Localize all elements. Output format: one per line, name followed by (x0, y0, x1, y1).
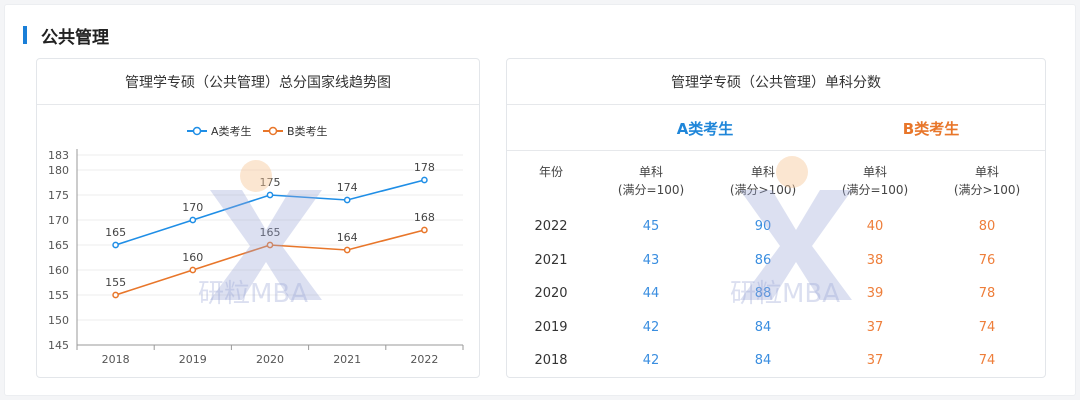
table-header-4: 单科 (满分>100) (937, 163, 1037, 199)
table-cell-score: 74 (978, 353, 996, 368)
data-label: 168 (414, 211, 435, 224)
table-cell-year: 2021 (534, 252, 568, 268)
table-cell-score: 38 (866, 252, 884, 268)
x-tick-label: 2018 (102, 353, 130, 366)
y-tick-label: 160 (48, 264, 69, 277)
data-label: 170 (182, 201, 203, 214)
data-point (112, 291, 119, 299)
header-sublabel: (满分=100) (841, 183, 909, 197)
data-point (189, 216, 197, 224)
table-cell-score: 88 (754, 286, 772, 301)
data-point (189, 266, 197, 274)
y-tick-label: 145 (48, 339, 69, 352)
trend-chart-card: 管理学专硕（公共管理）总分国家线趋势图 145 150 155 160 165 170 17… (36, 58, 480, 378)
table-cell-score: 40 (866, 219, 884, 234)
group-header-row: A类考生 B类考生 (507, 105, 1045, 151)
table-cell-year: 2020 (534, 286, 568, 301)
table-cell-score: 84 (754, 353, 772, 368)
data-point (112, 241, 119, 249)
section-accent-bar (23, 26, 27, 44)
data-point (343, 196, 351, 204)
table-cell-score: 86 (754, 252, 772, 268)
table-cell-score: 37 (866, 353, 884, 368)
data-label: 155 (105, 276, 126, 289)
data-label: 165 (260, 226, 281, 239)
legend-label: B类考生 (287, 124, 328, 138)
header-sublabel: (满分>100) (729, 183, 797, 197)
table-cell-score: 45 (642, 219, 660, 234)
table-header-2: 单科 (满分>100) (713, 163, 813, 199)
table-cell-score: 80 (978, 219, 996, 234)
table-cell-year: 2019 (534, 319, 568, 335)
table-header-3: 单科 (满分=100) (825, 163, 925, 199)
y-tick-label: 150 (48, 314, 69, 327)
table-cell-score: 37 (866, 319, 884, 335)
table-cell-score: 42 (642, 353, 660, 368)
table-cell-score: 39 (866, 286, 884, 301)
header-sublabel: (满分>100) (953, 183, 1021, 197)
y-tick-label: 165 (48, 239, 69, 252)
group-a-label: A类考生 (676, 119, 734, 138)
header-sublabel: (满分=100) (617, 183, 685, 197)
legend-marker (268, 126, 278, 136)
table-cell-score: 74 (978, 319, 996, 335)
data-point (266, 241, 274, 249)
y-tick-label: 175 (48, 189, 69, 202)
table-cell-score: 90 (754, 219, 772, 234)
table-cell-score: 42 (642, 319, 660, 335)
data-label: 175 (260, 176, 281, 189)
y-tick-label: 170 (48, 214, 69, 227)
data-label: 174 (337, 181, 358, 194)
header-label: 单科 (862, 165, 887, 179)
table-cell-score: 44 (642, 286, 660, 301)
header-label: 单科 (750, 165, 775, 179)
data-point (421, 176, 428, 184)
table-card-title: 管理学专硕（公共管理）单科分数 (507, 59, 1045, 105)
table-cell-score: 84 (754, 319, 772, 335)
x-tick-label: 2020 (256, 353, 284, 366)
group-b-label: B类考生 (902, 119, 960, 138)
x-tick-label: 2021 (333, 353, 361, 366)
header-label: 年份 (538, 165, 563, 179)
data-point (421, 226, 428, 234)
x-tick-label: 2022 (410, 353, 438, 366)
data-label: 165 (105, 226, 126, 239)
legend-label: A类考生 (211, 124, 252, 138)
table-cell-score: 78 (978, 286, 996, 301)
data-point (266, 191, 274, 199)
x-tick-label: 2019 (179, 353, 207, 366)
data-label: 164 (337, 231, 358, 244)
section-header: 公共管理 (23, 23, 109, 48)
data-label: 178 (414, 161, 435, 174)
trend-line-chart: 145 150 155 160 165 170 175 180 183 2018 2019 2020 2… (48, 124, 464, 366)
table-cell-score: 43 (642, 252, 660, 268)
single-subject-card: 管理学专硕（公共管理）单科分数 A类考生 B类考生 年份 单科 (满分=100) 单科… (506, 58, 1046, 378)
data-label: 160 (182, 251, 203, 264)
table-cell-year: 2022 (534, 219, 568, 234)
table-cell-year: 2018 (534, 353, 568, 368)
data-point (343, 246, 351, 254)
y-tick-label: 155 (48, 289, 69, 302)
series-line-1 (115, 229, 425, 296)
table-cell-score: 76 (978, 252, 996, 268)
y-tick-label: 180 (48, 164, 69, 177)
header-label: 单科 (638, 165, 663, 179)
chart-card-title: 管理学专硕（公共管理）总分国家线趋势图 (37, 59, 479, 105)
legend-marker (192, 126, 202, 136)
y-tick-label: 183 (48, 149, 69, 162)
header-label: 单科 (974, 165, 999, 179)
table-header-0: 年份 (501, 163, 601, 181)
section-title: 公共管理 (41, 27, 109, 48)
table-header-1: 单科 (满分=100) (601, 163, 701, 199)
